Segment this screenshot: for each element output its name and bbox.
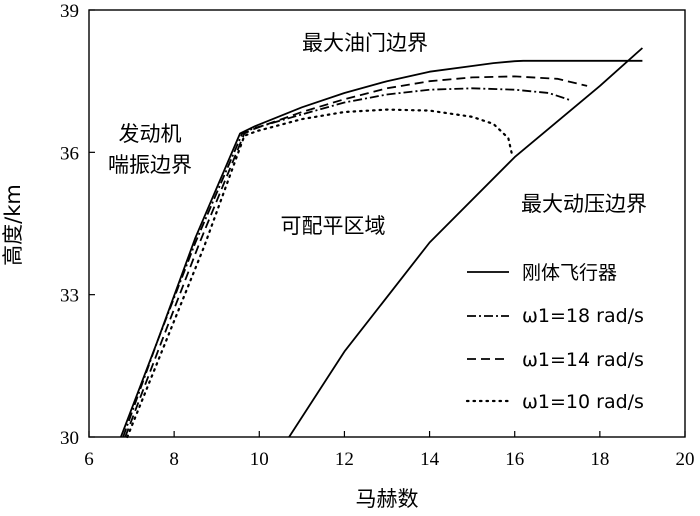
- legend-label-rigid: 刚体飞行器: [522, 262, 617, 284]
- surge-boundary-label-line1: 发动机: [119, 122, 182, 146]
- plot-frame: [88, 9, 686, 438]
- legend-label-omega10: ω1=10 rad/s: [522, 391, 644, 413]
- max-dynamic-pressure-boundary-line: [288, 47, 643, 438]
- pressure-boundary-label: 最大动压边界: [521, 192, 647, 216]
- legend-label-omega18: ω1=18 rad/s: [522, 305, 644, 327]
- legend-label-omega14: ω1=14 rad/s: [522, 349, 644, 371]
- trim-region-label: 可配平区域: [281, 214, 386, 238]
- y-tick-label: 39: [60, 1, 79, 22]
- x-tick-label: 14: [420, 449, 440, 470]
- x-tick-label: 20: [676, 449, 695, 470]
- y-axis-title: 高度/km: [1, 184, 25, 266]
- x-tick-label: 8: [169, 449, 179, 470]
- series-line-rigid: [120, 59, 643, 438]
- axis-ticks: 6 8 10 12 14 16 18 20 30 33 36 39: [60, 1, 695, 470]
- throttle-boundary-label: 最大油门边界: [302, 31, 428, 55]
- x-tick-label: 6: [84, 449, 94, 470]
- y-tick-label: 33: [60, 286, 79, 307]
- y-tick-label: 30: [60, 428, 79, 449]
- legend: 刚体飞行器 ω1=18 rad/s ω1=14 rad/s ω1=10 rad/…: [465, 262, 644, 413]
- series-line-omega18: [122, 87, 571, 438]
- x-tick-label: 18: [590, 449, 609, 470]
- x-tick-label: 12: [335, 449, 354, 470]
- x-tick-label: 10: [250, 449, 269, 470]
- series-line-omega10: [126, 108, 514, 439]
- x-tick-label: 16: [505, 449, 524, 470]
- y-tick-label: 36: [60, 143, 79, 164]
- surge-boundary-label-line2: 喘振边界: [108, 153, 192, 177]
- x-axis-title: 马赫数: [356, 487, 419, 511]
- curves: [120, 47, 643, 439]
- series-line-omega14: [124, 75, 588, 438]
